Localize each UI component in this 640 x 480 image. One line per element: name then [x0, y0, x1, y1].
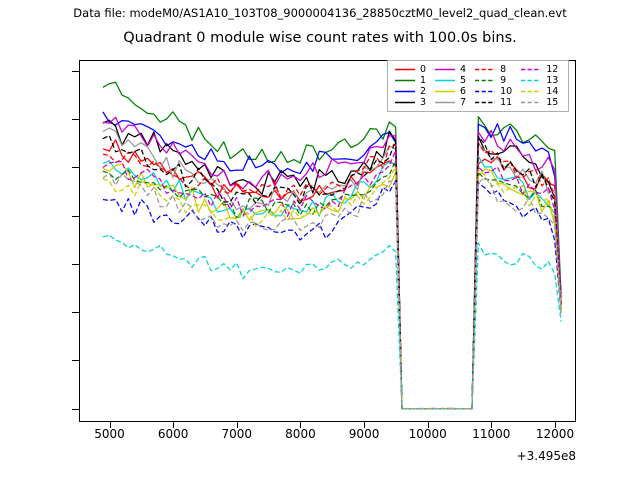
legend-swatch-13: [518, 75, 544, 86]
legend-row: 2 6 10 14: [392, 86, 564, 97]
legend-label-1: 1: [420, 75, 427, 86]
x-tick-mark: [364, 422, 366, 428]
legend-label-5: 5: [460, 75, 467, 86]
legend: 0 4 8 12 1 5 9 13 2 6 10 14 3 7 11 15: [387, 60, 570, 112]
series-line-9: [102, 160, 562, 410]
y-tick-mark: [72, 263, 79, 265]
x-tick-mark: [555, 422, 556, 428]
y-tick-mark: [72, 167, 79, 169]
x-tick-mark: [300, 422, 302, 428]
legend-swatch-1: [392, 75, 418, 86]
legend-swatch-10: [472, 86, 498, 97]
plot-lines: [102, 81, 562, 410]
series-line-6: [102, 163, 562, 410]
series-line-1: [102, 81, 562, 410]
legend-swatch-9: [472, 75, 498, 86]
legend-swatch-14: [518, 86, 544, 97]
legend-swatch-0: [392, 64, 418, 75]
series-line-8: [102, 142, 562, 410]
x-tick-mark: [109, 422, 111, 428]
series-line-13: [102, 234, 562, 410]
legend-label-9: 9: [500, 75, 507, 86]
series-line-2: [102, 111, 562, 410]
x-tick-label: 6000: [157, 427, 189, 441]
x-tick-label: 10000: [408, 427, 447, 441]
legend-row: 0 4 8 12: [392, 64, 564, 75]
series-line-3: [102, 119, 562, 410]
plot-axes: [79, 60, 576, 422]
legend-label-0: 0: [420, 64, 427, 75]
series-line-14: [102, 166, 562, 410]
y-tick-mark: [72, 360, 79, 362]
legend-swatch-12: [518, 64, 544, 75]
legend-label-7: 7: [460, 97, 467, 108]
page-title: Quadrant 0 module wise count rates with …: [123, 30, 517, 46]
x-tick-mark: [491, 422, 493, 428]
series-line-11: [102, 134, 562, 410]
series-line-4: [102, 116, 562, 410]
y-tick-mark: [72, 408, 79, 410]
legend-swatch-15: [518, 97, 544, 108]
legend-label-3: 3: [420, 97, 427, 108]
legend-label-11: 11: [500, 97, 513, 108]
y-tick-mark: [72, 70, 79, 72]
legend-label-4: 4: [460, 64, 467, 75]
legend-label-15: 15: [546, 97, 559, 108]
legend-swatch-3: [392, 97, 418, 108]
data-file-label: Data file: modeM0/AS1A10_103T08_90000041…: [73, 6, 567, 20]
x-tick-mark: [173, 422, 175, 428]
legend-swatch-5: [432, 75, 458, 86]
y-tick-mark: [72, 312, 79, 314]
x-tick-label: 11000: [472, 427, 511, 441]
legend-swatch-6: [432, 86, 458, 97]
legend-swatch-7: [432, 97, 458, 108]
series-line-12: [102, 150, 562, 410]
series-line-5: [102, 155, 562, 410]
legend-label-10: 10: [500, 86, 513, 97]
legend-swatch-11: [472, 97, 498, 108]
legend-swatch-8: [472, 64, 498, 75]
x-axis-offset-label: +3.495e8: [516, 449, 576, 463]
legend-label-8: 8: [500, 64, 507, 75]
x-tick-label: 8000: [285, 427, 316, 441]
legend-table: 0 4 8 12 1 5 9 13 2 6 10 14 3 7 11 15: [392, 64, 564, 108]
y-tick-mark: [72, 215, 79, 217]
legend-label-2: 2: [420, 86, 427, 97]
x-tick-label: 9000: [348, 427, 380, 441]
y-tick-mark: [72, 119, 79, 121]
series-line-7: [102, 127, 562, 410]
series-line-10: [102, 180, 562, 410]
x-tick-label: 12000: [535, 427, 575, 441]
legend-row: 3 7 11 15: [392, 97, 564, 108]
legend-swatch-2: [392, 86, 418, 97]
legend-label-12: 12: [546, 64, 559, 75]
legend-label-6: 6: [460, 86, 467, 97]
legend-row: 1 5 9 13: [392, 75, 564, 86]
x-tick-mark: [427, 422, 429, 428]
x-tick-label: 7000: [221, 427, 253, 441]
legend-swatch-4: [432, 64, 458, 75]
legend-label-14: 14: [546, 86, 559, 97]
legend-label-13: 13: [546, 75, 559, 86]
series-line-15: [102, 172, 562, 410]
x-tick-mark: [236, 422, 238, 428]
x-tick-label: 5000: [94, 427, 125, 441]
